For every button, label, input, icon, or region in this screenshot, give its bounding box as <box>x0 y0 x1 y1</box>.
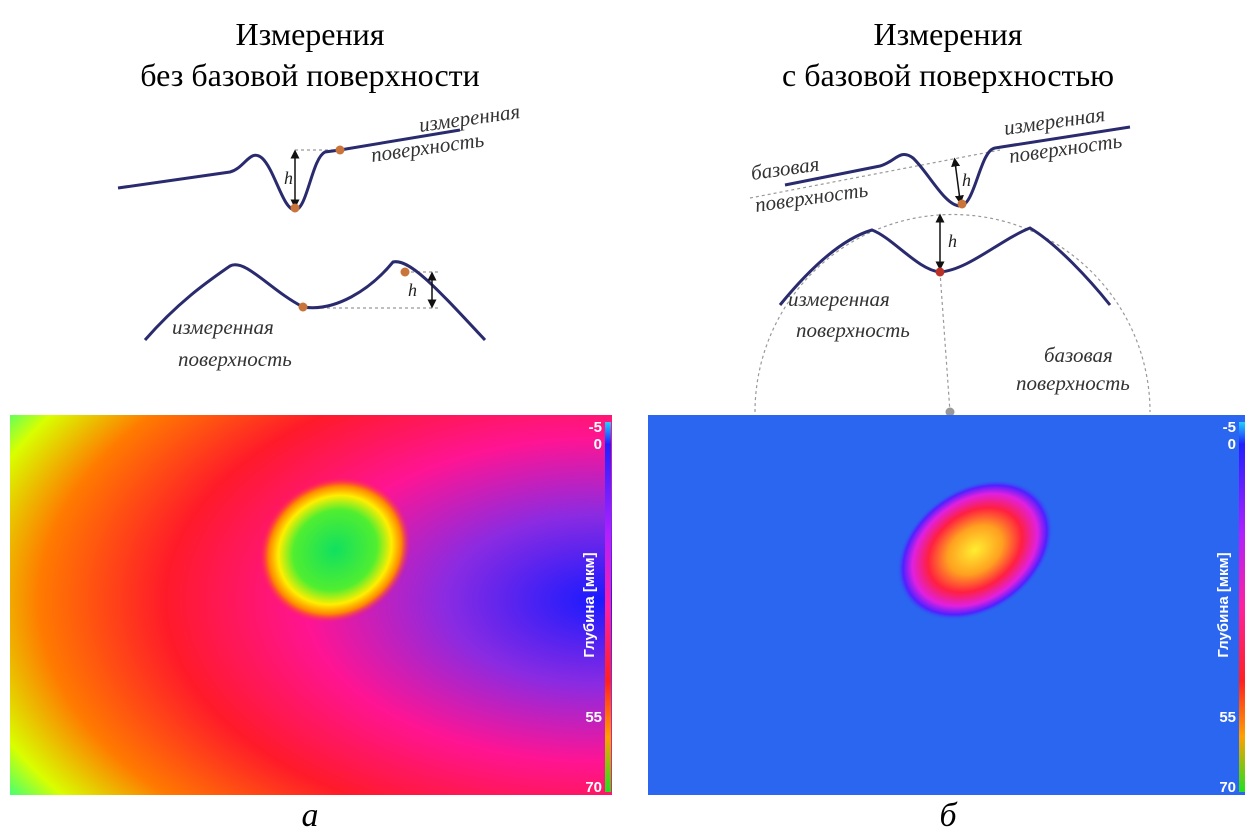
label: измеренная <box>788 287 890 311</box>
curve <box>303 272 440 308</box>
panel-right: Измерения с базовой поверхностью h базов… <box>648 16 1245 832</box>
colorbar-label: Глубина [мкм] <box>581 552 598 657</box>
label: поверхность <box>796 318 910 342</box>
label: базовая <box>1044 343 1113 367</box>
figure: Измерения без базовой поверхности h изме… <box>0 0 1247 832</box>
caption: б <box>939 797 958 832</box>
label: поверхность <box>1016 371 1130 395</box>
h-label: h <box>948 231 957 251</box>
colorbar-tick: 55 <box>1219 709 1236 726</box>
title: Измерения <box>236 16 385 52</box>
colorbar-label: Глубина [мкм] <box>1215 552 1232 657</box>
label: измеренная <box>172 315 274 339</box>
colorbar-tick: 70 <box>585 779 602 796</box>
panel-left: Измерения без базовой поверхности h изме… <box>10 16 612 832</box>
colorbar <box>1239 422 1245 792</box>
point <box>936 268 945 277</box>
colorbar-tick: -5 <box>589 419 602 436</box>
colorbar-tick: -5 <box>1223 419 1236 436</box>
point <box>958 200 967 209</box>
point <box>336 146 345 155</box>
colorbar-tick: 55 <box>585 709 602 726</box>
colorbar-tick: 70 <box>1219 779 1236 796</box>
title: с базовой поверхностью <box>782 57 1114 93</box>
title: Измерения <box>874 16 1023 52</box>
h-label: h <box>962 170 971 190</box>
point <box>291 204 300 213</box>
label: поверхность <box>178 347 292 371</box>
h-label: h <box>284 168 293 188</box>
point <box>401 268 410 277</box>
title: без базовой поверхности <box>140 57 480 93</box>
h-label: h <box>408 280 417 300</box>
arrow <box>955 162 960 200</box>
colorbar-tick: 0 <box>594 436 602 453</box>
colorbar <box>605 422 611 792</box>
colorbar-tick: 0 <box>1228 436 1236 453</box>
label: поверхность <box>753 177 869 217</box>
caption: а <box>302 797 319 832</box>
point <box>299 303 308 312</box>
